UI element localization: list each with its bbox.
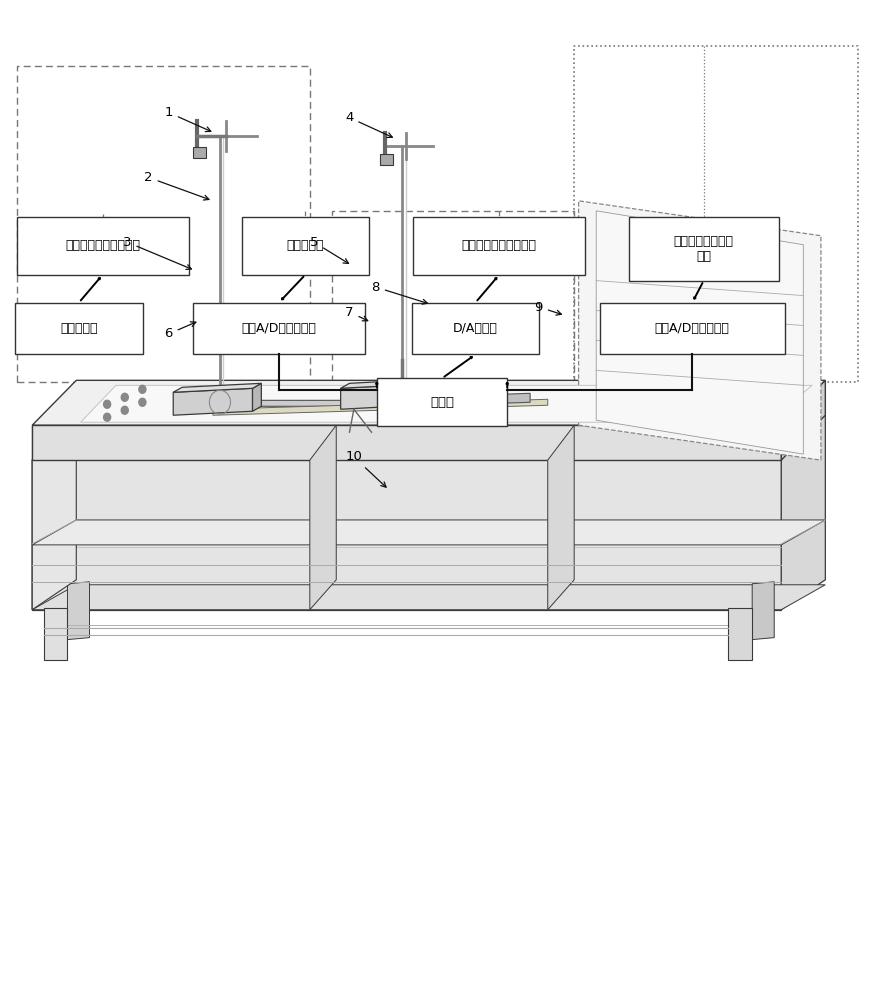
Polygon shape (253, 383, 262, 411)
Polygon shape (309, 425, 336, 610)
Polygon shape (173, 388, 253, 415)
Circle shape (615, 327, 621, 333)
Text: 2: 2 (144, 171, 209, 200)
Text: 第一A/D数据采集卡: 第一A/D数据采集卡 (241, 322, 316, 335)
Polygon shape (752, 582, 774, 640)
Polygon shape (548, 425, 575, 610)
Polygon shape (424, 390, 486, 403)
Circle shape (103, 400, 110, 408)
Bar (377, 378, 507, 426)
Polygon shape (340, 379, 424, 388)
Circle shape (642, 331, 647, 337)
Text: 计算机: 计算机 (430, 396, 454, 409)
Circle shape (121, 406, 128, 414)
Polygon shape (194, 147, 206, 158)
Polygon shape (32, 380, 826, 425)
Text: 第二压电驱动放大电源: 第二压电驱动放大电源 (461, 239, 537, 252)
Text: 8: 8 (371, 281, 428, 304)
Text: D/A转换卡: D/A转换卡 (453, 322, 498, 335)
Text: 第一压电驱动放大电源: 第一压电驱动放大电源 (65, 239, 141, 252)
Bar (241, 217, 370, 275)
Circle shape (139, 398, 146, 406)
Polygon shape (415, 379, 424, 405)
Polygon shape (32, 520, 826, 545)
Text: 3: 3 (123, 236, 192, 269)
Text: 9: 9 (535, 301, 561, 315)
Bar (17, 217, 188, 275)
Polygon shape (380, 154, 392, 165)
Bar (15, 303, 143, 354)
Text: 第二A/D数据采集卡: 第二A/D数据采集卡 (655, 322, 729, 335)
Text: 7: 7 (345, 306, 368, 321)
Polygon shape (340, 384, 415, 409)
Polygon shape (728, 608, 752, 660)
Polygon shape (32, 425, 781, 460)
Polygon shape (781, 380, 826, 460)
Polygon shape (579, 201, 821, 460)
Circle shape (121, 393, 128, 401)
Text: 10: 10 (345, 450, 386, 487)
Bar (414, 217, 585, 275)
Polygon shape (195, 400, 402, 406)
Circle shape (139, 385, 146, 393)
Text: 6: 6 (164, 322, 196, 340)
Polygon shape (781, 415, 826, 610)
Polygon shape (32, 425, 76, 610)
Polygon shape (67, 582, 89, 640)
Polygon shape (596, 211, 804, 454)
Text: 电荷放大器: 电荷放大器 (286, 239, 324, 252)
Polygon shape (600, 320, 662, 340)
Bar (412, 303, 539, 354)
Polygon shape (43, 608, 67, 660)
Bar (599, 303, 785, 354)
Polygon shape (213, 399, 548, 415)
Polygon shape (32, 585, 826, 610)
Polygon shape (191, 400, 226, 412)
Text: 信号发生器: 信号发生器 (60, 322, 98, 335)
Polygon shape (173, 383, 262, 392)
Polygon shape (80, 385, 812, 422)
Circle shape (103, 413, 110, 421)
Polygon shape (442, 393, 530, 405)
Polygon shape (32, 425, 781, 610)
Text: 5: 5 (309, 236, 348, 263)
Polygon shape (32, 425, 76, 610)
Bar (629, 217, 779, 281)
Circle shape (629, 329, 634, 335)
Bar (193, 303, 365, 354)
Text: 4: 4 (345, 111, 392, 137)
Text: 1: 1 (164, 106, 210, 132)
Text: 激光位移传感器控
制器: 激光位移传感器控 制器 (674, 235, 734, 263)
